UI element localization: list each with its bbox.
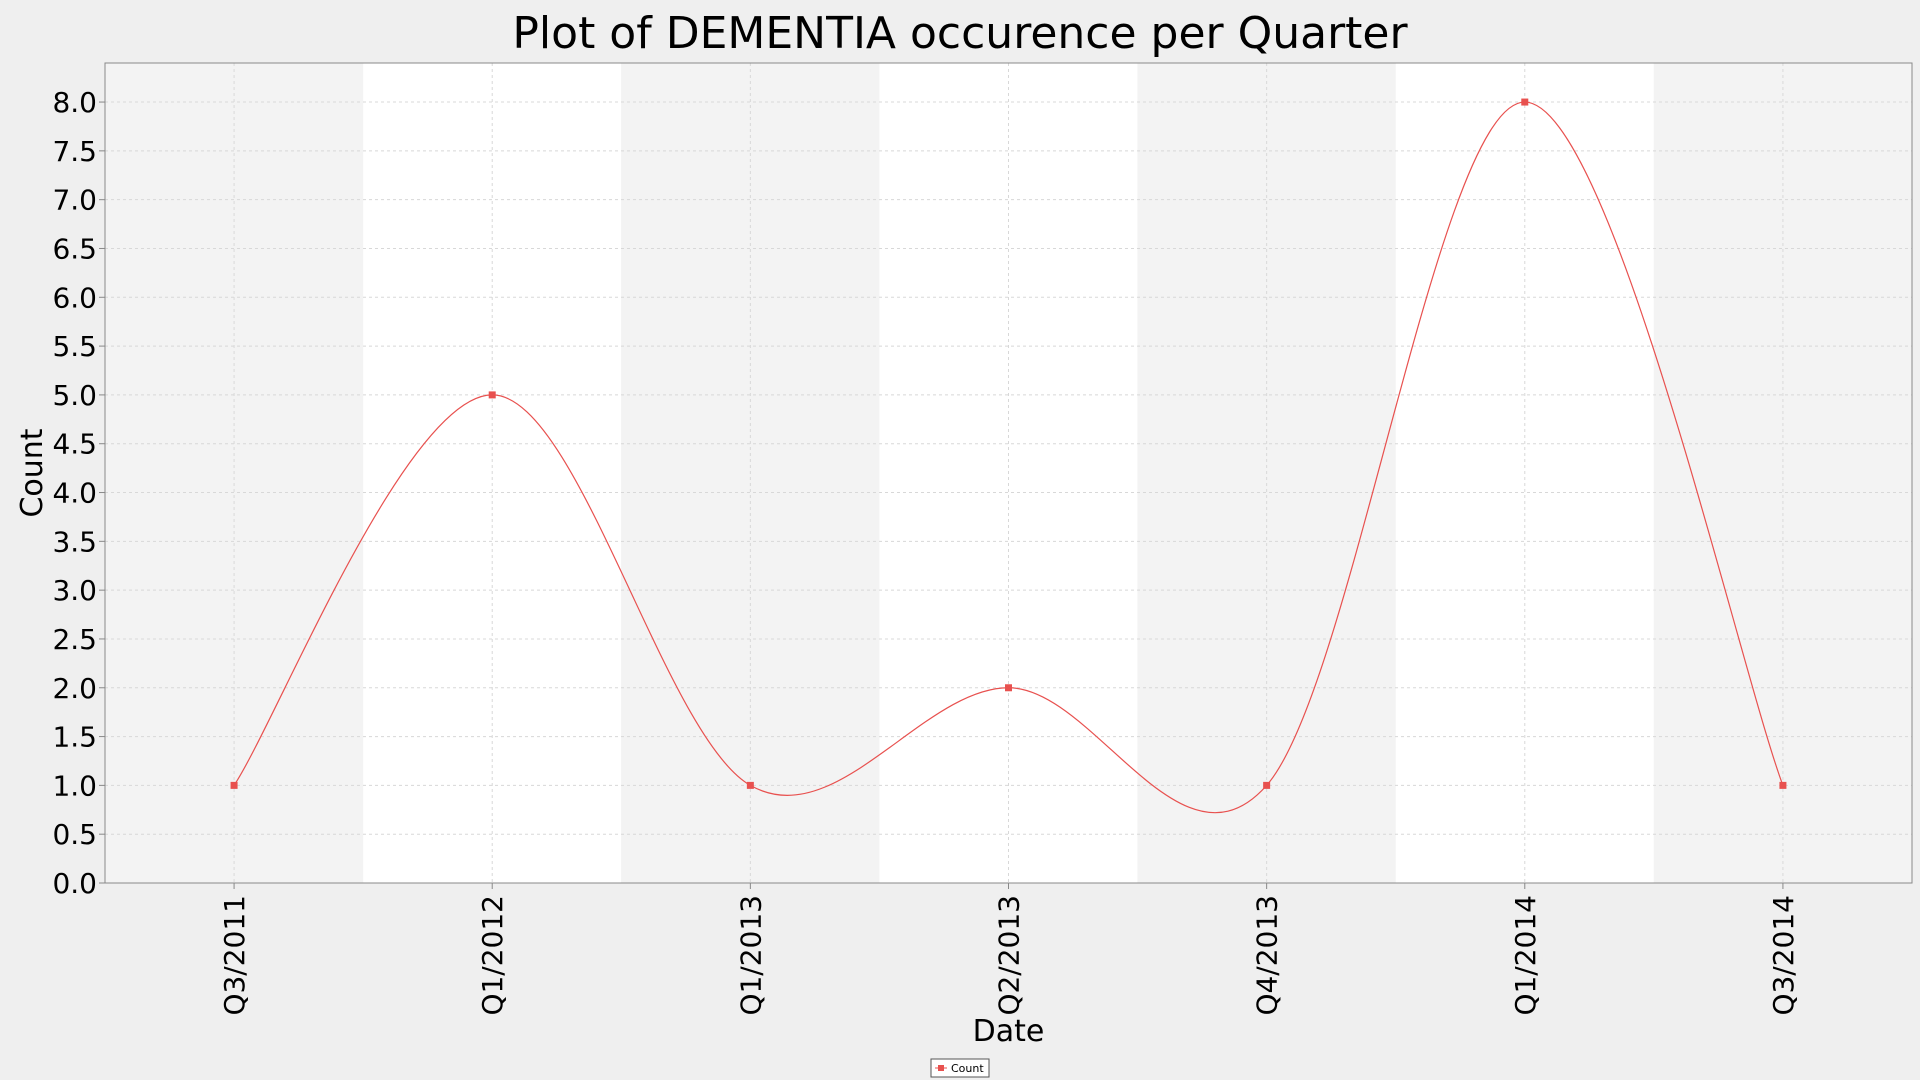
x-tick-label: Q1/2014 (1509, 895, 1542, 1016)
y-tick-label: 3.5 (52, 525, 97, 558)
y-axis-ticks: 0.0 0.5 1.0 1.5 2.0 2.5 3.0 3.5 4.0 4.5 5.0 5.5 6.0 6… (52, 86, 105, 900)
x-axis-ticks: Q3/2011 Q1/2012 Q1/2013 Q2/2013 Q4/2013 Q1/20… (218, 883, 1800, 1016)
x-tick-label: Q1/2013 (734, 895, 767, 1016)
x-tick-label: Q3/2011 (218, 895, 251, 1016)
x-tick-label: Q2/2013 (993, 895, 1026, 1016)
y-tick-label: 2.5 (52, 623, 97, 656)
data-point-marker (230, 781, 238, 789)
y-tick-label: 3.0 (52, 574, 97, 607)
y-tick-label: 4.0 (52, 477, 97, 510)
y-tick-label: 0.5 (52, 818, 97, 851)
legend-box (930, 1058, 990, 1078)
y-axis-label: Count (15, 428, 50, 517)
data-point-marker (1521, 98, 1529, 106)
gridlines (105, 63, 1912, 884)
legend-label: Count (951, 1062, 984, 1075)
y-tick-label: 4.5 (52, 428, 97, 461)
y-tick-label: 6.5 (52, 232, 97, 265)
x-tick-label: Q3/2014 (1767, 895, 1800, 1016)
data-point-marker (488, 391, 496, 399)
y-tick-label: 5.0 (52, 379, 97, 412)
plot-area (104, 62, 1913, 884)
x-tick-label: Q4/2013 (1251, 895, 1284, 1016)
data-point-marker (746, 781, 754, 789)
data-point-marker (1263, 781, 1271, 789)
y-tick-label: 7.0 (52, 184, 97, 217)
y-tick-label: 8.0 (52, 86, 97, 119)
y-tick-label: 7.5 (52, 135, 97, 168)
y-tick-label: 1.5 (52, 721, 97, 754)
y-tick-label: 2.0 (52, 672, 97, 705)
y-tick-label: 6.0 (52, 281, 97, 314)
legend: Count (930, 1058, 990, 1078)
chart-title: Plot of DEMENTIA occurence per Quarter (512, 8, 1408, 59)
y-tick-label: 0.0 (52, 867, 97, 900)
data-point-marker (1779, 781, 1787, 789)
data-point-marker (1005, 684, 1012, 692)
y-tick-label: 5.5 (52, 330, 97, 363)
series-layer (230, 98, 1787, 814)
x-axis-label: Date (973, 1014, 1045, 1049)
x-tick-label: Q1/2012 (476, 895, 509, 1016)
legend-marker-swatch (938, 1065, 944, 1071)
y-tick-label: 1.0 (52, 769, 97, 802)
